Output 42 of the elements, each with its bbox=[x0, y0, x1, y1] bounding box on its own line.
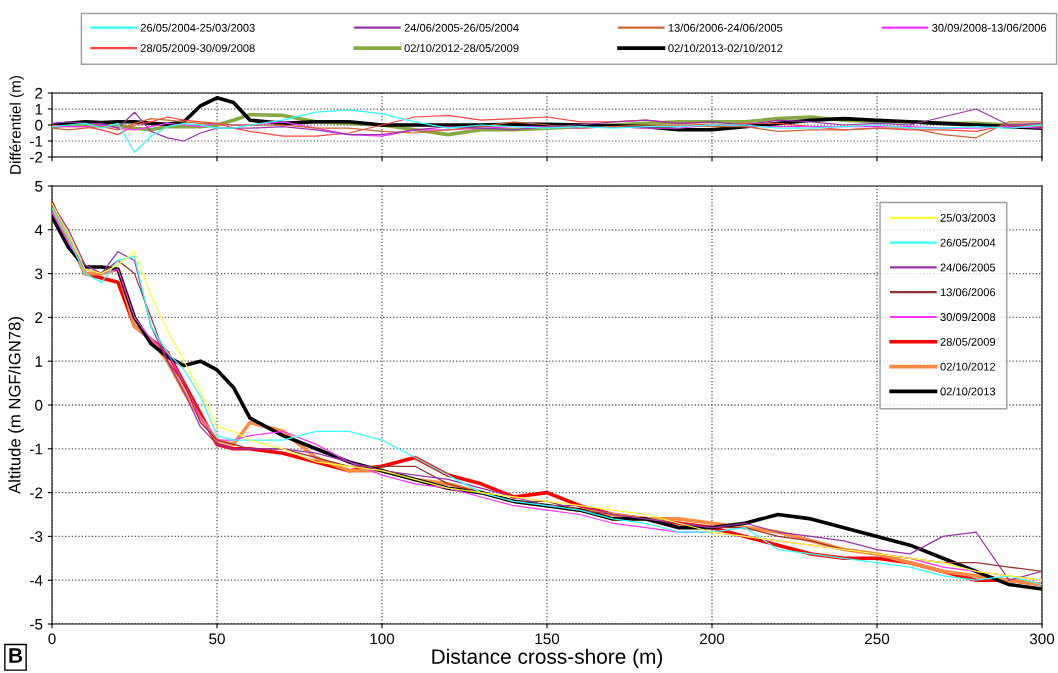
x-tick-label: 50 bbox=[209, 633, 225, 645]
legend-label: 28/05/2009-30/09/2008 bbox=[140, 43, 255, 53]
legend-label: 13/06/2006 bbox=[940, 288, 996, 297]
y-tick-label: 1 bbox=[35, 104, 43, 115]
x-tick-label: 150 bbox=[535, 633, 560, 645]
legend-label: 02/10/2013-02/10/2012 bbox=[668, 43, 783, 53]
legend-label: 24/06/2005 bbox=[940, 263, 996, 272]
y-tick-label: 0 bbox=[35, 119, 43, 131]
y-tick-label: 2 bbox=[35, 312, 43, 323]
legend-label: 26/05/2004-25/03/2003 bbox=[140, 23, 255, 32]
y-tick-label: -3 bbox=[30, 531, 43, 543]
legend-label: 24/06/2005-26/05/2004 bbox=[404, 23, 519, 32]
legend-label: 02/10/2012-28/05/2009 bbox=[404, 43, 519, 53]
y-tick-label: -2 bbox=[30, 151, 43, 163]
x-tick-label: 0 bbox=[48, 633, 56, 645]
y-tick-label: -1 bbox=[30, 136, 43, 147]
legend-label: 02/10/2012 bbox=[940, 362, 996, 371]
y-tick-label: 3 bbox=[35, 268, 43, 280]
legend-label: 28/05/2009 bbox=[940, 337, 996, 346]
x-tick-label: 250 bbox=[865, 633, 890, 645]
y-tick-label: 5 bbox=[35, 181, 43, 192]
legend-label: 30/09/2008-13/06/2006 bbox=[932, 23, 1047, 32]
x-tick-label: 200 bbox=[700, 633, 725, 645]
y-tick-label: -5 bbox=[30, 619, 43, 630]
text: B bbox=[9, 648, 23, 663]
y-tick-label: -2 bbox=[30, 487, 43, 499]
y-axis-title: Altitude (m NGF/IGN78) bbox=[8, 317, 24, 494]
legend-label: 02/10/2013 bbox=[940, 387, 996, 396]
y-tick-label: 2 bbox=[35, 87, 43, 99]
legend-label: 25/03/2003 bbox=[940, 213, 996, 222]
legend-label: 13/06/2006-24/06/2005 bbox=[668, 23, 783, 32]
y-tick-label: -4 bbox=[30, 575, 43, 586]
y-tick-label: 1 bbox=[35, 356, 43, 367]
x-tick-label: 300 bbox=[1029, 633, 1055, 645]
legend-label: 26/05/2004 bbox=[940, 238, 996, 247]
legend-label: 30/09/2008 bbox=[940, 312, 996, 321]
y-axis-title: Différentiel (m) bbox=[9, 75, 24, 174]
y-tick-label: -1 bbox=[30, 443, 43, 455]
y-tick-label: 4 bbox=[34, 224, 43, 236]
x-axis-title: Distance cross-shore (m) bbox=[432, 648, 663, 669]
y-tick-label: 0 bbox=[35, 399, 43, 411]
x-tick-label: 100 bbox=[370, 633, 395, 645]
